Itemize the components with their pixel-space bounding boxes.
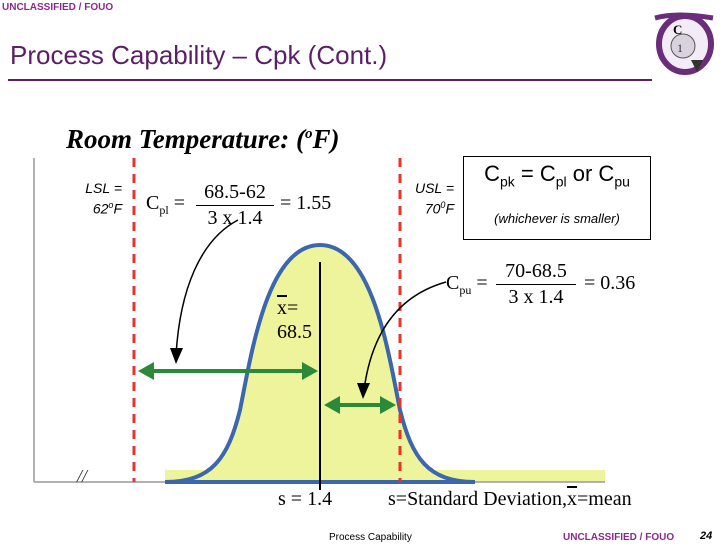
cpu-label: Cpu = — [446, 272, 488, 297]
cpl-result: = 1.55 — [280, 192, 332, 214]
footer-title: Process Capability — [329, 532, 412, 543]
cpl-fraction: 68.5-62 3 x 1.4 — [196, 181, 274, 230]
usl-label: USL = 700F — [414, 180, 454, 217]
cpk-formula: Cpk = Cpl or Cpu — [484, 161, 630, 190]
cpu-fraction: 70-68.5 3 x 1.4 — [496, 260, 576, 309]
diagram-heading: Room Temperature: (oF) — [66, 124, 340, 154]
usl-distance-arrow — [324, 396, 396, 414]
cpl-callout-arrow — [175, 219, 239, 356]
cpk-note: (whichever is smaller) — [494, 211, 620, 226]
svg-text:C: C — [673, 22, 682, 37]
page-number: 24 — [700, 530, 713, 542]
page-title: Process Capability – Cpk (Cont.) — [10, 40, 388, 70]
axis-break-mark: // — [77, 466, 88, 486]
lsl-label: LSL = 62oF — [85, 180, 122, 217]
title-rule — [8, 79, 652, 81]
classification-top: UNCLASSIFIED / FOUO — [2, 2, 114, 13]
definitions-label: s=Standard Deviation,x=mean — [388, 488, 632, 510]
cpl-label: Cpl = — [146, 192, 185, 217]
cpu-callout-arrow — [363, 281, 447, 391]
cpu-result: = 0.36 — [584, 272, 636, 294]
svg-text:1: 1 — [677, 41, 683, 55]
seal-emblem-icon: C 1 — [647, 8, 717, 78]
lsl-distance-arrow — [138, 362, 318, 380]
classification-bottom: UNCLASSIFIED / FOUO — [563, 532, 675, 543]
cpk-formula-box: Cpk = Cpl or Cpu (whichever is smaller) — [463, 156, 651, 240]
mean-label: x= 68.5 — [277, 297, 312, 343]
sigma-label: s = 1.4 — [278, 488, 333, 510]
